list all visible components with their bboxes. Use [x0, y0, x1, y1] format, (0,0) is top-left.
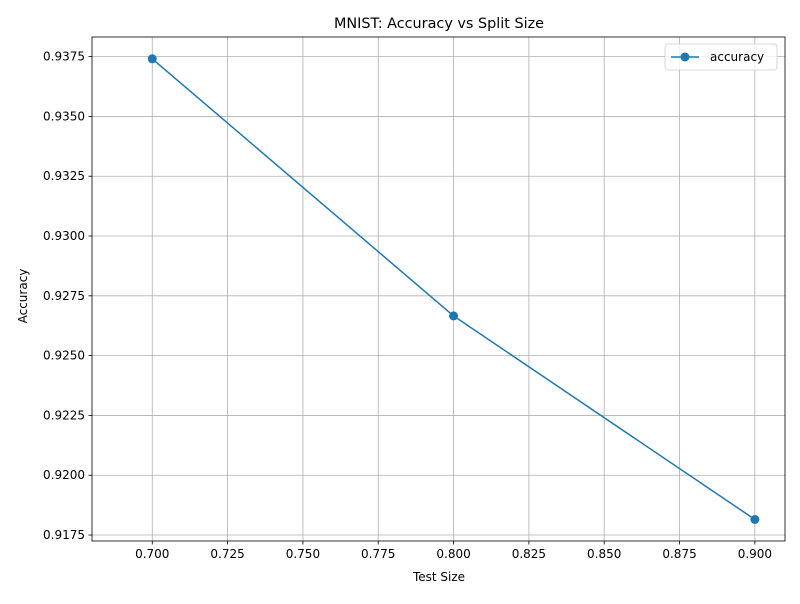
series-layer [147, 54, 760, 524]
x-axis-label: Test Size [412, 570, 465, 584]
plot-frame [91, 36, 786, 542]
legend-box [664, 43, 778, 71]
legend-marker-accuracy [680, 52, 690, 62]
y-axis-ticks: 0.9175 0.9200 0.9225 0.9250 0.9275 0.9300 0.93… [43, 50, 92, 542]
x-axis-ticks: 0.700 0.725 0.750 0.775 0.800 0.825 0.850 0.875… [135, 541, 772, 561]
x-tick-label: 0.825 [512, 547, 546, 561]
x-tick-label: 0.875 [662, 547, 696, 561]
data-point [449, 311, 459, 321]
y-tick-label: 0.9225 [43, 408, 85, 422]
y-axis-label: Accuracy [16, 269, 30, 324]
data-point [750, 514, 760, 524]
x-tick-label: 0.800 [436, 547, 470, 561]
x-tick-label: 0.750 [286, 547, 320, 561]
y-tick-label: 0.9175 [43, 528, 85, 542]
y-tick-label: 0.9325 [43, 169, 85, 183]
x-tick-label: 0.775 [361, 547, 395, 561]
y-tick-label: 0.9200 [43, 468, 85, 482]
legend: accuracy [664, 43, 778, 71]
y-tick-label: 0.9250 [43, 349, 85, 363]
legend-label-accuracy: accuracy [710, 50, 764, 64]
grid-lines [92, 37, 785, 541]
x-tick-label: 0.850 [587, 547, 621, 561]
y-tick-label: 0.9275 [43, 289, 85, 303]
y-tick-label: 0.9375 [43, 50, 85, 64]
y-tick-label: 0.9300 [43, 229, 85, 243]
x-tick-label: 0.725 [210, 547, 244, 561]
chart-title: MNIST: Accuracy vs Split Size [334, 16, 544, 32]
y-tick-label: 0.9350 [43, 109, 85, 123]
x-tick-label: 0.900 [738, 547, 772, 561]
data-point [147, 54, 157, 64]
x-tick-label: 0.700 [135, 547, 169, 561]
